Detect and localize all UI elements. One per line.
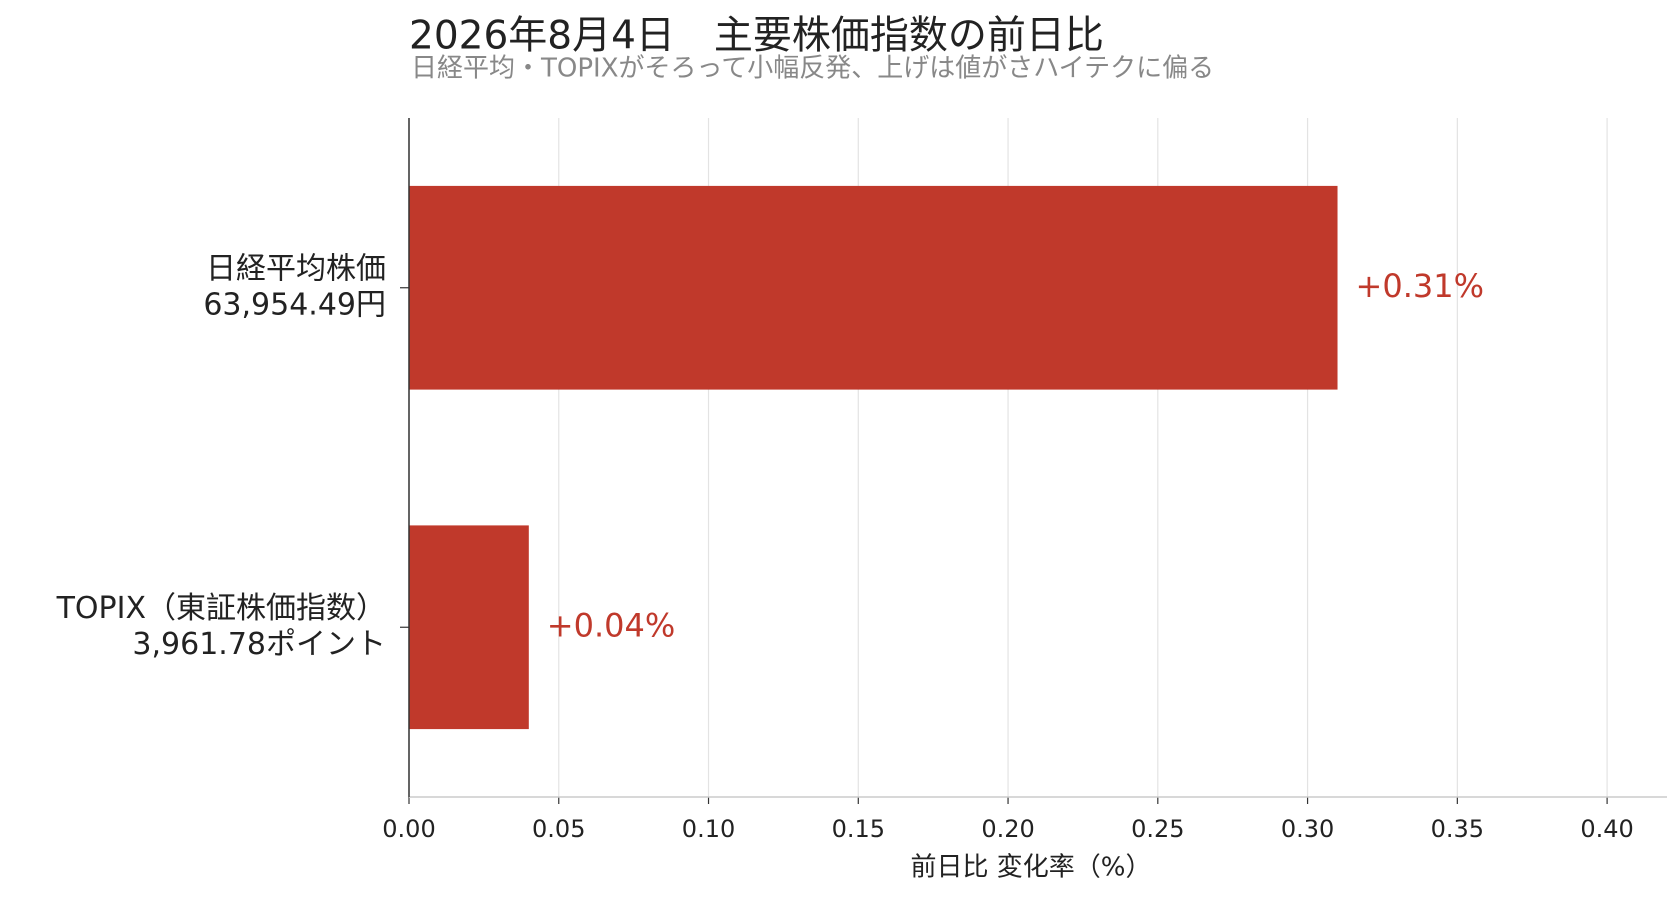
x-tick-label: 0.25 bbox=[1131, 815, 1184, 843]
y-tick-label: 63,954.49円 bbox=[203, 287, 386, 322]
x-tick-label: 0.30 bbox=[1281, 815, 1334, 843]
x-tick-label: 0.15 bbox=[832, 815, 885, 843]
y-tick-label: 3,961.78ポイント bbox=[132, 627, 386, 662]
x-tick-label: 0.20 bbox=[981, 815, 1034, 843]
x-tick-label: 0.05 bbox=[532, 815, 585, 843]
y-tick-label: 日経平均株価 bbox=[206, 251, 386, 286]
x-tick-label: 0.00 bbox=[382, 815, 435, 843]
x-tick-label: 0.10 bbox=[682, 815, 735, 843]
bar bbox=[409, 525, 529, 730]
y-tick-label: TOPIX（東証株価指数） bbox=[56, 591, 386, 626]
chart-subtitle: 日経平均・TOPIXがそろって小幅反発、上げは値がさハイテクに偏る bbox=[411, 54, 1214, 84]
bar bbox=[409, 185, 1338, 390]
x-axis-label: 前日比 変化率（%） bbox=[911, 853, 1152, 883]
value-label: +0.04% bbox=[547, 606, 675, 644]
chart-title: 2026年8月4日 主要株価指数の前日比 bbox=[409, 14, 1104, 59]
value-label: +0.31% bbox=[1356, 267, 1484, 305]
x-tick-label: 0.40 bbox=[1580, 815, 1633, 843]
x-tick-label: 0.35 bbox=[1431, 815, 1484, 843]
